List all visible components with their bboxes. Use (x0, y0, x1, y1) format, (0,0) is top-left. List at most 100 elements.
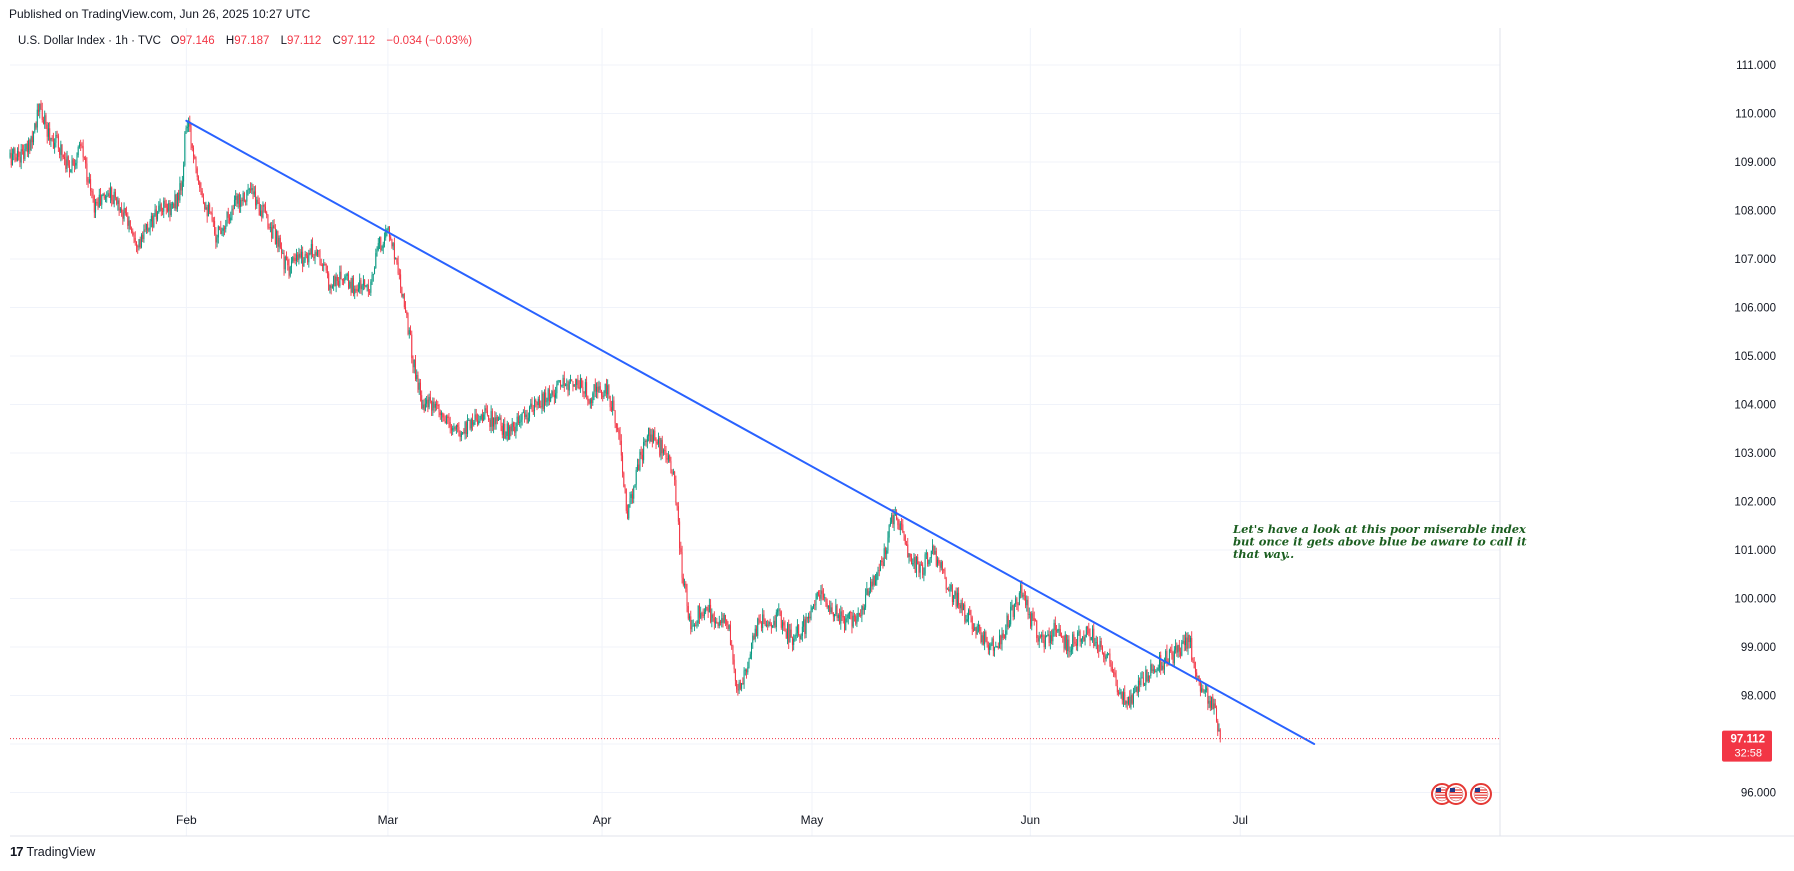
candle-body (798, 624, 800, 636)
candle-body (113, 191, 115, 204)
candle-body (334, 275, 336, 287)
candle-body (427, 399, 429, 408)
candle-body (1188, 634, 1190, 643)
candle-body (47, 128, 49, 137)
candle-body (1078, 631, 1080, 633)
candle-body (1208, 700, 1210, 704)
candle-body (67, 156, 69, 166)
candle-body (112, 200, 114, 204)
candle-body (873, 576, 875, 585)
candle-body (1120, 692, 1122, 694)
candle-body (707, 607, 709, 613)
candle-body (603, 392, 605, 398)
candle-body (901, 523, 903, 525)
candle-body (1052, 630, 1054, 642)
candle-body (268, 227, 270, 229)
candle-body (566, 384, 568, 386)
candle-body (465, 422, 467, 434)
candle-body (1196, 672, 1198, 677)
candle-body (196, 168, 198, 177)
candle-body (504, 423, 506, 439)
candle-body (1172, 654, 1174, 664)
candle-body (183, 165, 185, 182)
candle-body (572, 381, 574, 387)
candle-body (174, 194, 176, 209)
candle-body (237, 194, 239, 204)
candle-body (51, 138, 53, 139)
candle-body (64, 157, 66, 160)
candle-body (147, 223, 149, 231)
candle-body (164, 200, 166, 204)
candle-body (768, 622, 770, 626)
candle-body (454, 427, 456, 430)
symbol-legend[interactable]: U.S. Dollar Index · 1h · TVC O97.146 H97… (18, 35, 472, 47)
candle-body (594, 384, 596, 392)
candle-body (540, 406, 542, 408)
candle-body (180, 183, 182, 191)
candle-body (159, 204, 161, 206)
candle-body (1158, 655, 1160, 668)
annotation-line: but once it gets above blue be aware to … (1233, 535, 1527, 549)
candle-body (605, 383, 607, 395)
candle-body (444, 421, 446, 424)
candle-body (800, 635, 802, 639)
us-flag-event-icon (1445, 783, 1467, 805)
candle-body (627, 510, 629, 519)
candle-body (252, 188, 254, 195)
candle-body (169, 203, 171, 216)
candle-body (66, 156, 68, 170)
candle-body (672, 471, 674, 474)
candle-body (630, 494, 632, 499)
candle-body (753, 635, 755, 639)
candle-body (310, 244, 312, 255)
candle-body (261, 210, 263, 218)
candle-body (876, 573, 878, 581)
candle-body (592, 393, 594, 403)
tradingview-brand[interactable]: 17 TradingView (10, 844, 95, 859)
candle-body (891, 515, 893, 523)
candle-body (643, 442, 645, 461)
candle-body (478, 421, 480, 424)
candle-body (36, 109, 38, 128)
candle-body (586, 382, 588, 397)
candle-body (691, 626, 693, 630)
candle-body (197, 176, 199, 182)
candle-body (377, 243, 379, 251)
candle-body (796, 624, 798, 634)
candle-body (1015, 598, 1017, 605)
candle-body (232, 208, 234, 210)
symbol-title[interactable]: U.S. Dollar Index · 1h · TVC (18, 35, 161, 47)
candle-body (292, 257, 294, 262)
candle-body (958, 592, 960, 605)
candle-body (670, 461, 672, 474)
candle-body (1096, 642, 1098, 651)
candle-body (1061, 635, 1063, 637)
candle-body (205, 207, 207, 210)
candle-body (1075, 643, 1077, 646)
candle-body (69, 165, 71, 173)
candle-body (747, 667, 749, 673)
candle-body (875, 580, 877, 585)
candle-body (984, 631, 986, 645)
candle-body (1028, 614, 1030, 615)
candle-body (687, 605, 689, 619)
candle-body (834, 614, 836, 617)
candle-body (277, 231, 279, 247)
candle-body (304, 254, 306, 261)
candle-body (945, 578, 947, 590)
candle-body (1168, 649, 1170, 665)
candle-body (795, 633, 797, 636)
candle-body (1054, 622, 1056, 631)
candle-body (299, 253, 301, 258)
candle-body (97, 203, 99, 208)
candle-body (537, 398, 539, 406)
candle-body (1118, 692, 1120, 694)
candle-body (1191, 638, 1193, 661)
candle-body (118, 200, 120, 211)
candle-body (964, 604, 966, 622)
bar-countdown: 32:58 (1734, 748, 1762, 760)
candle-body (892, 515, 894, 525)
candle-body (1135, 686, 1137, 692)
candle-body (1105, 655, 1107, 659)
